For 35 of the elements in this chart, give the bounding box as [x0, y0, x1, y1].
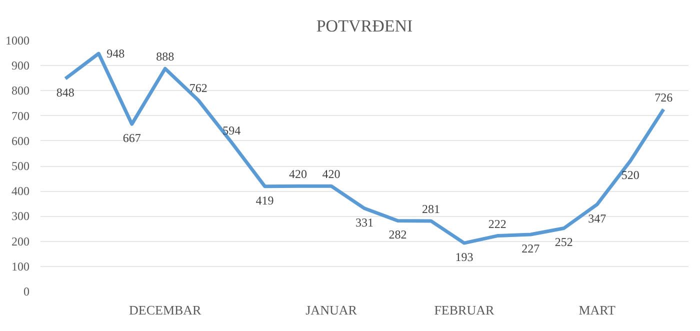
y-tick-label: 0	[24, 284, 30, 298]
y-tick-label: 1000	[6, 34, 30, 48]
data-label: 222	[488, 216, 506, 231]
data-label: 227	[522, 242, 540, 256]
x-tick-label: MART	[578, 302, 616, 318]
y-tick-label: 900	[12, 58, 30, 73]
data-label: 726	[654, 90, 673, 104]
data-label: 888	[156, 50, 174, 64]
data-label: 193	[455, 250, 474, 264]
y-tick-label: 100	[12, 259, 30, 274]
data-label: 420	[289, 167, 308, 182]
data-label: 762	[189, 81, 208, 96]
y-tick-label: 400	[12, 184, 30, 198]
data-label: 948	[106, 46, 125, 61]
data-label: 520	[621, 168, 640, 182]
data-label: 848	[56, 86, 74, 100]
y-tick-label: 800	[12, 84, 30, 98]
x-tick-label: DECEMBAR	[129, 302, 202, 318]
data-label: 347	[588, 211, 606, 226]
data-label: 252	[554, 235, 573, 250]
data-label: 594	[222, 123, 241, 138]
chart-title: POTVRĐENI	[316, 16, 414, 36]
data-label: 282	[388, 228, 407, 242]
y-tick-label: 500	[12, 159, 30, 173]
y-tick-label: 600	[12, 134, 30, 148]
x-tick-label: JANUAR	[306, 302, 358, 318]
x-tick-label: FEBRUAR	[434, 302, 494, 318]
data-label: 419	[256, 193, 274, 208]
data-label: 667	[122, 131, 141, 146]
y-tick-label: 700	[12, 108, 30, 123]
data-label: 331	[356, 215, 374, 230]
data-label: 420	[322, 167, 340, 182]
data-label: 281	[422, 202, 440, 216]
y-tick-label: 300	[12, 209, 30, 224]
y-tick-label: 200	[12, 234, 30, 248]
